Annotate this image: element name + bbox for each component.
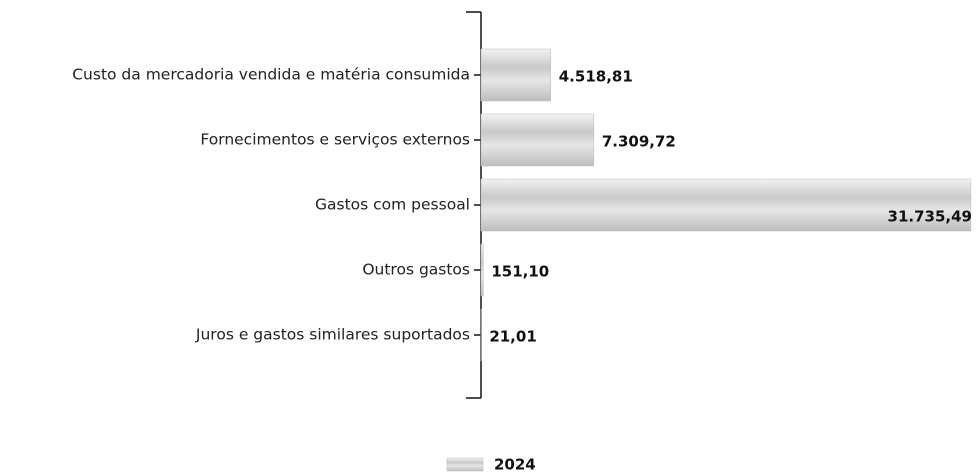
data-label: 4.518,81 bbox=[559, 68, 633, 86]
legend-swatch bbox=[446, 457, 484, 472]
data-label: 7.309,72 bbox=[602, 133, 676, 151]
y-tick-label: Custo da mercadoria vendida e matéria co… bbox=[72, 66, 470, 84]
bar bbox=[480, 178, 972, 232]
bar bbox=[480, 113, 595, 167]
bar bbox=[480, 243, 484, 297]
data-label: 21,01 bbox=[489, 328, 536, 346]
y-tick-label: Gastos com pessoal bbox=[315, 196, 470, 214]
y-tick-label: Fornecimentos e serviços externos bbox=[200, 131, 470, 149]
y-tick-label: Juros e gastos similares suportados bbox=[195, 326, 470, 344]
bar bbox=[480, 48, 552, 102]
y-tick-label: Outros gastos bbox=[362, 261, 470, 279]
legend-label: 2024 bbox=[494, 456, 536, 474]
data-label: 151,10 bbox=[491, 263, 549, 281]
data-label: 31.735,49 bbox=[888, 208, 972, 226]
